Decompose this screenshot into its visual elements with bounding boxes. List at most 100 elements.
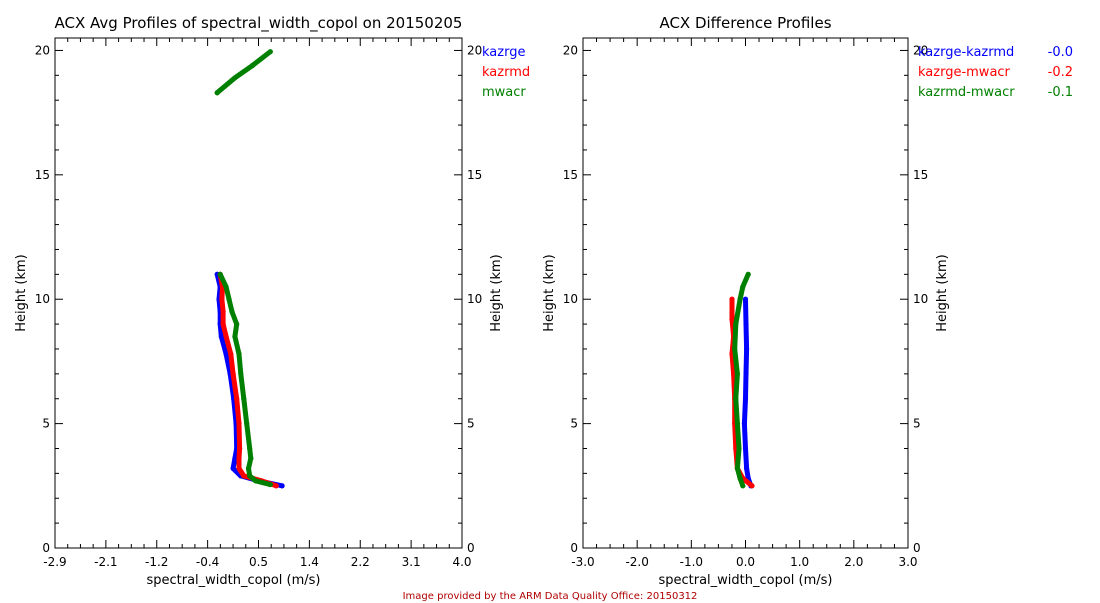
- data-point: [214, 90, 220, 96]
- data-point: [737, 296, 743, 302]
- y-tick-label-right: 5: [467, 417, 475, 431]
- x-tick-label: -1.2: [145, 555, 168, 569]
- legend-value: -0.2: [1048, 65, 1073, 80]
- data-point: [218, 333, 224, 340]
- data-point: [234, 396, 240, 402]
- data-point: [238, 371, 244, 377]
- y-tick-label: 0: [42, 541, 50, 555]
- legend-entry-kazrmd-mwacr: kazrmd-mwacr: [918, 85, 1015, 100]
- data-point: [236, 465, 242, 471]
- legend-value: -0.0: [1048, 45, 1073, 60]
- data-point: [250, 62, 256, 68]
- legend-entry-kazrge-kazrmd: kazrge-kazrmd: [918, 45, 1014, 60]
- data-point: [232, 75, 238, 81]
- x-tick-label: -2.0: [625, 555, 648, 569]
- data-point: [741, 421, 748, 427]
- series-mwacr: [214, 49, 273, 488]
- data-point: [743, 346, 750, 352]
- data-point: [223, 333, 229, 340]
- data-point: [740, 483, 746, 489]
- series-line: [217, 271, 279, 489]
- y-tick-label-right: 20: [913, 43, 928, 57]
- data-point: [743, 465, 750, 471]
- data-point: [740, 284, 746, 290]
- data-point: [220, 309, 226, 315]
- series-line: [741, 296, 754, 489]
- x-axis-label: spectral_width_copol (m/s): [146, 573, 320, 588]
- data-point: [236, 351, 242, 357]
- credit-text: Image provided by the ARM Data Quality O…: [402, 591, 698, 602]
- y-tick-label: 20: [35, 43, 50, 57]
- data-point: [237, 445, 243, 452]
- x-tick-label: 0.5: [249, 555, 268, 569]
- x-tick-label: 2.2: [351, 555, 370, 569]
- y-tick-label-right: 0: [913, 541, 921, 555]
- data-point: [736, 445, 742, 452]
- data-point: [247, 473, 253, 479]
- data-point: [217, 271, 223, 277]
- data-point: [236, 421, 242, 427]
- data-point: [737, 475, 743, 481]
- x-tick-label: -1.0: [680, 555, 703, 569]
- data-point: [234, 321, 240, 327]
- chart-title: ACX Difference Profiles: [659, 14, 831, 32]
- data-point: [734, 465, 740, 471]
- data-point: [229, 309, 235, 315]
- series-kazrge-kazrmd: [741, 296, 754, 489]
- y-tick-label-right: 0: [467, 541, 475, 555]
- chart-title: ACX Avg Profiles of spectral_width_copol…: [55, 14, 463, 33]
- data-point: [245, 465, 252, 471]
- credit-line: Image provided by the ARM Data Quality O…: [0, 584, 1100, 603]
- y-tick-label: 15: [563, 168, 578, 182]
- legend-entry-mwacr: mwacr: [482, 85, 526, 100]
- data-point: [742, 445, 749, 452]
- y-tick-label: 20: [563, 43, 578, 57]
- data-point: [244, 421, 250, 427]
- data-point: [743, 321, 749, 327]
- data-point: [279, 483, 285, 489]
- y-tick-label: 10: [563, 292, 578, 306]
- data-point: [734, 421, 740, 427]
- data-point: [248, 455, 254, 462]
- data-point: [733, 321, 739, 327]
- data-point: [267, 49, 273, 55]
- series-kazrmd: [217, 271, 279, 489]
- legend-entry-kazrge-mwacr: kazrge-mwacr: [918, 65, 1011, 80]
- data-point: [226, 296, 232, 302]
- x-tick-label: -2.9: [43, 555, 66, 569]
- data-point: [219, 296, 225, 302]
- y-tick-label: 15: [35, 168, 50, 182]
- data-point: [734, 371, 740, 377]
- data-point: [742, 396, 749, 402]
- series-line: [217, 271, 273, 488]
- y-axis-label: Height (km): [542, 254, 557, 331]
- x-tick-label: -3.0: [571, 555, 594, 569]
- y-tick-label: 10: [35, 292, 50, 306]
- data-point: [228, 351, 234, 357]
- data-point: [247, 445, 253, 452]
- plot-frame: [54, 37, 463, 549]
- y-tick-label-right: 5: [913, 417, 921, 431]
- x-tick-label: 3.0: [898, 555, 917, 569]
- y-tick-label: 5: [570, 417, 578, 431]
- data-point: [241, 396, 247, 402]
- y-tick-label-right: 10: [467, 292, 482, 306]
- y-axis-label-right: Height (km): [935, 254, 950, 331]
- panel-2: ACX Difference Profiles -3.0 -2.0 -1.0 0.0 1.…: [542, 14, 1073, 588]
- data-point: [745, 271, 751, 277]
- x-tick-label: 2.0: [844, 555, 863, 569]
- x-tick-label: 0.0: [736, 555, 755, 569]
- y-tick-label-right: 15: [913, 168, 928, 182]
- y-tick-label-right: 15: [467, 168, 482, 182]
- data-point: [749, 483, 755, 489]
- data-point: [223, 284, 229, 290]
- data-point: [236, 455, 242, 462]
- data-point: [742, 296, 749, 302]
- x-tick-label: 1.4: [300, 555, 319, 569]
- x-tick-label: -0.4: [196, 555, 219, 569]
- data-point: [223, 351, 229, 357]
- y-tick-label-right: 20: [467, 43, 482, 57]
- series-kazrmd-mwacr: [732, 271, 751, 489]
- data-point: [732, 346, 738, 352]
